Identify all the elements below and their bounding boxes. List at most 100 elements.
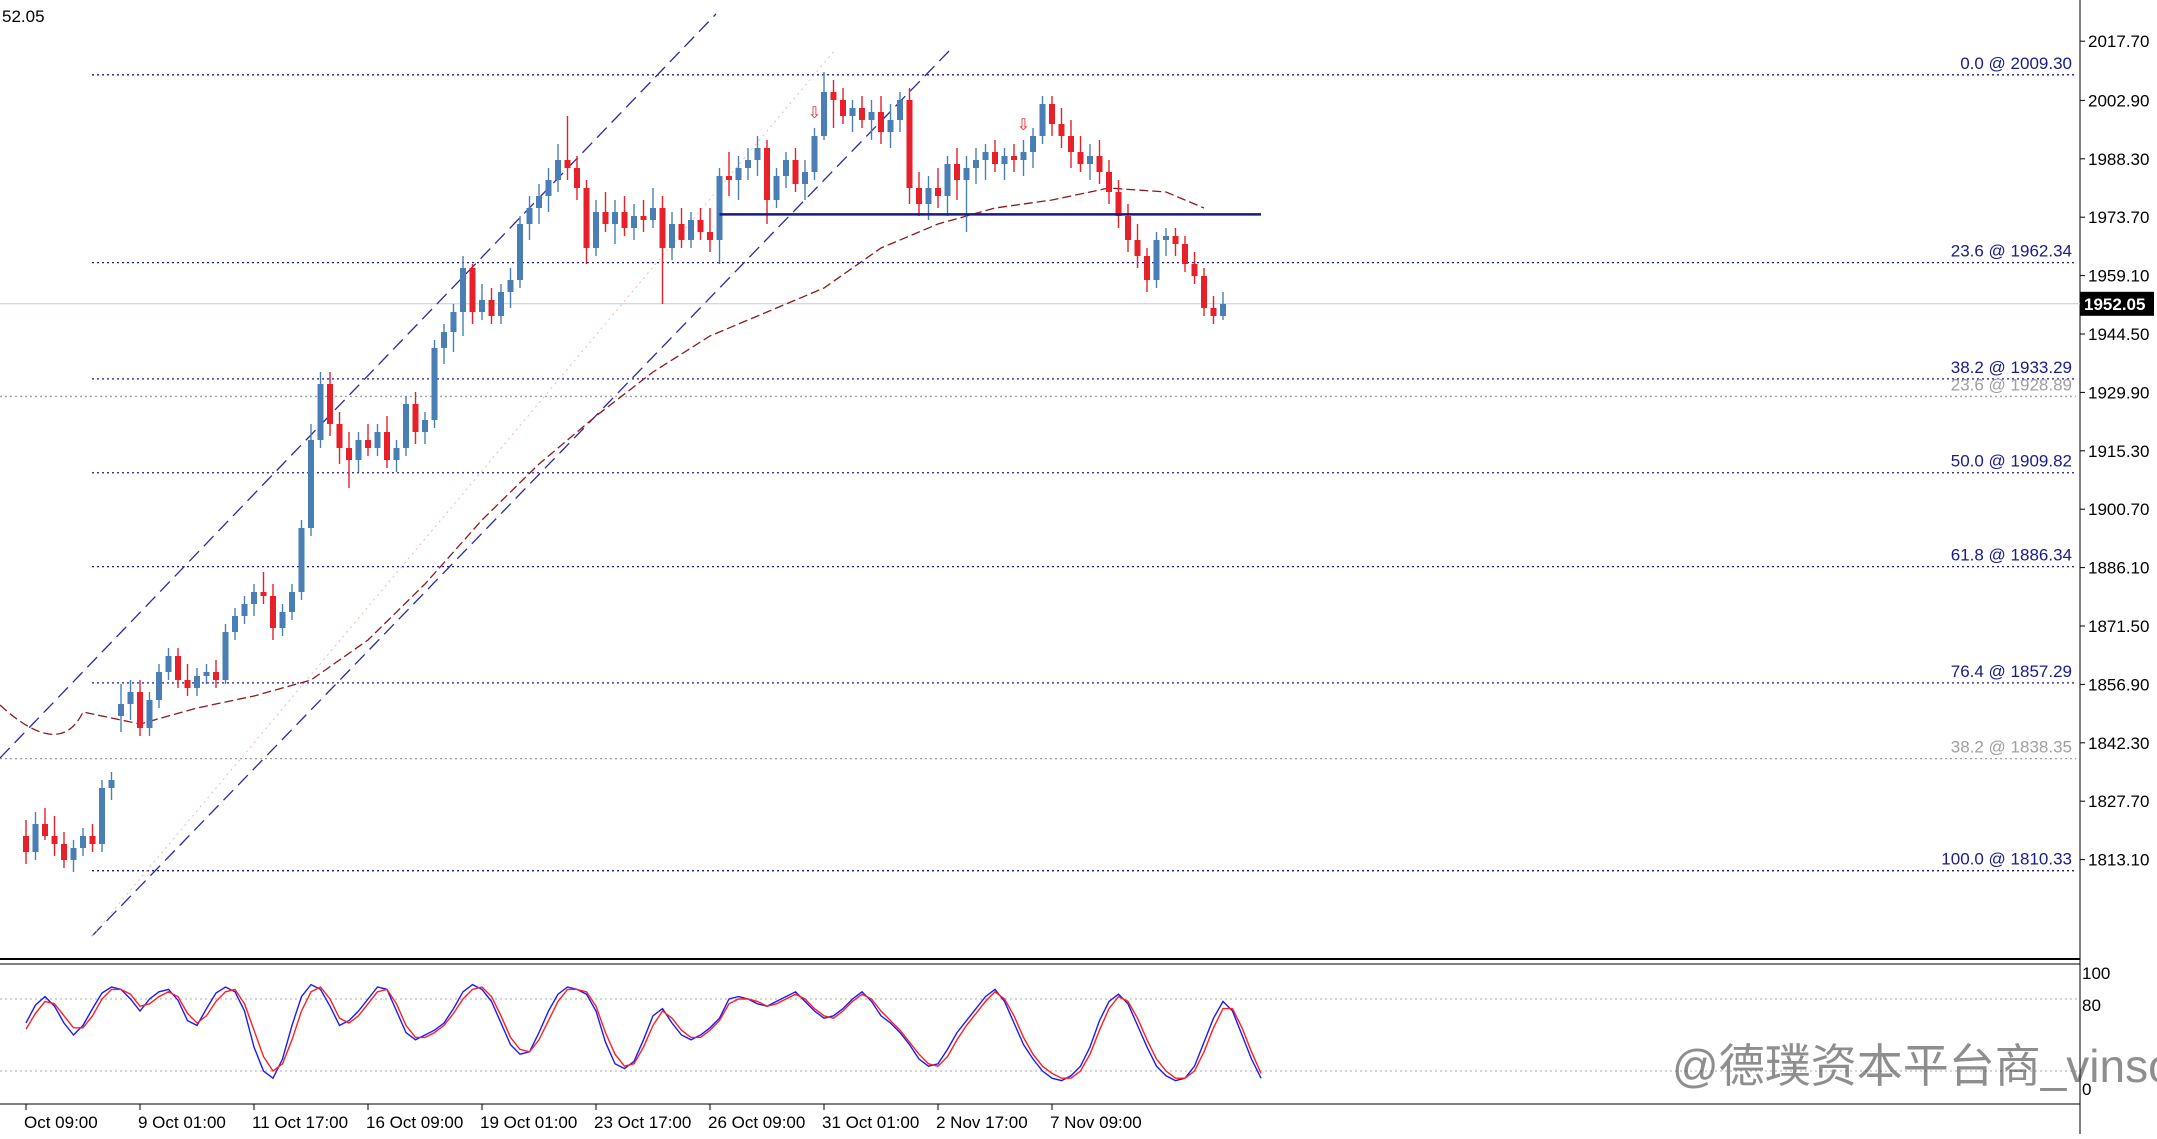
candle-bear [678, 224, 685, 240]
candle-bear [175, 656, 181, 680]
price-axis-label: 1827.70 [2088, 792, 2149, 811]
candle-bull [802, 172, 808, 184]
candle-bull [403, 404, 409, 448]
channel-layer [0, 13, 951, 937]
candle-bear [583, 188, 590, 248]
price-axis-label: 1871.50 [2088, 617, 2149, 636]
candle-bull [821, 92, 827, 136]
candle-bull [308, 440, 314, 528]
candle-bull [127, 692, 134, 704]
candle-bull [441, 332, 447, 348]
candle-bear [384, 432, 390, 460]
candle-bull [298, 528, 305, 592]
candle-bull [355, 440, 362, 460]
candle-bull [70, 848, 77, 860]
candle-bull [1030, 136, 1036, 152]
candle-bull [897, 100, 903, 120]
candle-bull [460, 268, 466, 312]
candle-bear [89, 836, 96, 844]
candle-bull [279, 612, 286, 628]
current-price-box [2080, 291, 2154, 316]
candle-bear [412, 404, 419, 432]
fib-level-label: 50.0 @ 1909.82 [1951, 452, 2072, 471]
candle-bull [773, 176, 780, 200]
candle-bull [545, 180, 552, 196]
candle-bull [669, 224, 675, 248]
candle-bull [194, 676, 200, 688]
candle-bear [1049, 104, 1055, 124]
candle-bear [1068, 136, 1074, 152]
candle-bull [536, 196, 542, 208]
price-axis-label: 2017.70 [2088, 32, 2149, 51]
candle-bull [222, 632, 229, 680]
candle-bull [963, 168, 970, 180]
fib-level-label: 0.0 @ 2009.30 [1960, 54, 2072, 73]
candle-bull [1220, 304, 1226, 316]
candle-bear [726, 176, 732, 180]
channel-median-line [91, 49, 836, 937]
price-axis-label: 1886.10 [2088, 559, 2149, 578]
fib-level-label: 76.4 @ 1857.29 [1951, 662, 2072, 681]
candle-bull [431, 348, 438, 420]
candle-bull [745, 160, 751, 168]
candle-bear [640, 216, 647, 220]
candle-bear [840, 100, 846, 116]
channel-lower-line [91, 49, 951, 937]
candle-bear [574, 168, 580, 188]
candle-bear [1201, 276, 1207, 308]
candle-bull [1087, 156, 1093, 164]
candle-bear [602, 212, 609, 224]
candle-bear [260, 592, 267, 596]
candle-bull [251, 592, 257, 604]
time-axis-label: Oct 09:00 [24, 1113, 98, 1132]
candle-bear [1125, 216, 1131, 240]
candle-bull [555, 160, 561, 180]
stochastic-signal-line [25, 986, 1262, 1079]
candle-bear [697, 220, 704, 232]
candle-bull [1153, 240, 1160, 280]
price-axis-label: 1856.90 [2088, 675, 2149, 694]
fib-level-label: 61.8 @ 1886.34 [1951, 546, 2072, 565]
candle-bull [849, 108, 856, 116]
candle-bull [32, 824, 39, 852]
candle-bull [973, 160, 979, 168]
candle-bull [1020, 152, 1027, 160]
candle-bear [906, 100, 913, 188]
candle-bear [954, 164, 960, 180]
oscillator-axis-label: 100 [2082, 964, 2110, 983]
price-axis-label: 1900.70 [2088, 500, 2149, 519]
candle-bear [346, 448, 352, 460]
candle-bear [1172, 236, 1179, 244]
candle-bear [659, 208, 666, 248]
candle-bear [707, 232, 713, 240]
candle-bull [982, 152, 989, 160]
candle-bull [289, 592, 295, 612]
candle-bear [792, 160, 799, 184]
candle-bear [859, 108, 865, 120]
time-axis-label: 11 Oct 17:00 [252, 1113, 348, 1132]
candle-bull [887, 120, 894, 132]
candle-bear [488, 300, 495, 316]
candle-bear [42, 824, 48, 836]
price-axis-label: 1842.30 [2088, 734, 2149, 753]
price-axis-label: 2002.90 [2088, 91, 2149, 110]
candle-bear [621, 212, 628, 228]
candle-bear [1096, 156, 1103, 172]
candle-bull [422, 420, 428, 432]
candle-bear [51, 836, 58, 844]
stochastic-layer: 100 80 0 [0, 964, 2110, 1099]
candle-bull [754, 148, 761, 160]
price-axis-label: 1929.90 [2088, 383, 2149, 402]
time-axis-label: 7 Nov 09:00 [1050, 1113, 1142, 1132]
fractal-down-arrow-icon: ⇩ [808, 105, 821, 122]
corner-price-label: 52.05 [2, 7, 45, 26]
fib-level-label: 23.6 @ 1928.89 [1951, 375, 2072, 394]
time-axis-label: 23 Oct 17:00 [594, 1113, 691, 1132]
price-axis-label: 1959.10 [2088, 267, 2149, 286]
candle-bull [203, 672, 210, 676]
candles-layer [23, 72, 1226, 872]
moving-average-layer [0, 187, 1205, 736]
candle-bear [878, 112, 884, 132]
candle-bull [317, 384, 324, 440]
